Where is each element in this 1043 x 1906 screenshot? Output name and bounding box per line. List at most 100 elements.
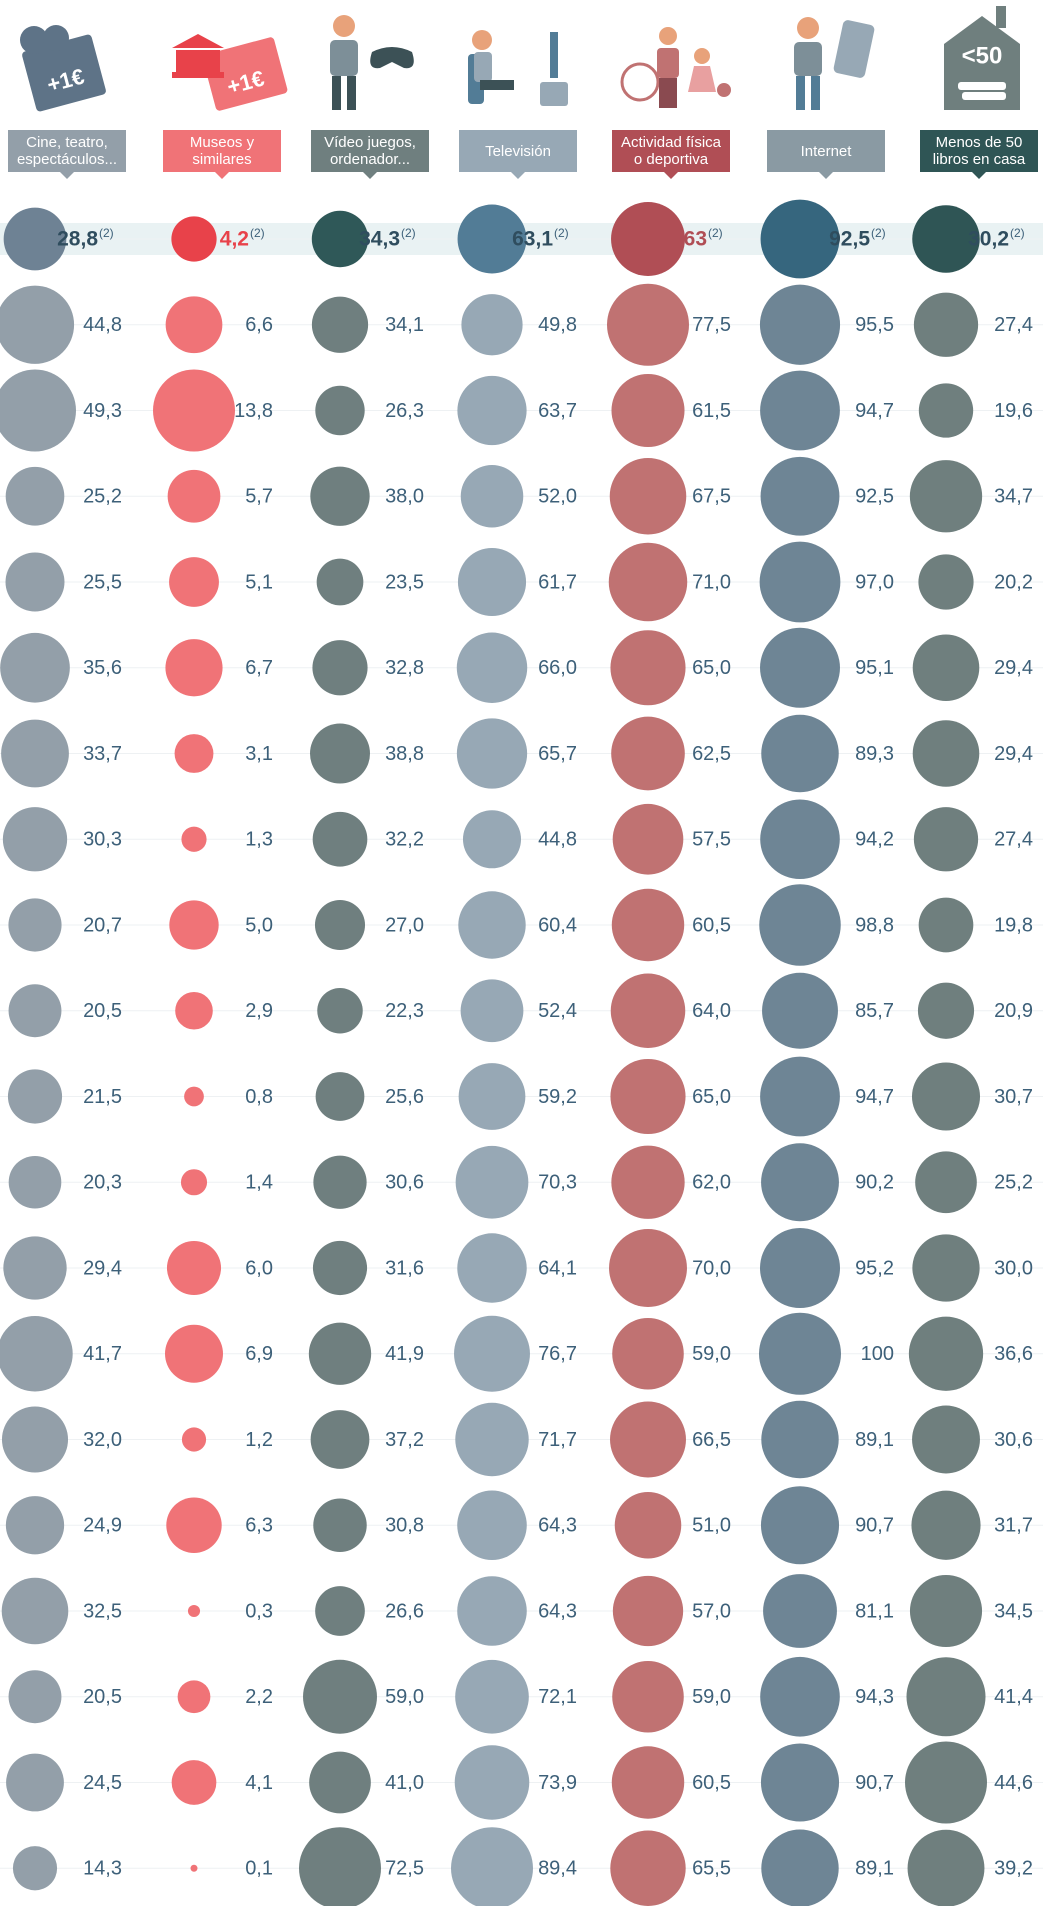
value-label: 95,1	[855, 657, 894, 679]
value-label: 36,6	[994, 1343, 1033, 1365]
bubble	[454, 1745, 530, 1820]
bubble	[5, 466, 65, 526]
bubble	[611, 716, 685, 791]
note-mark: (2)	[250, 226, 265, 240]
value-label: 6,0	[245, 1257, 273, 1279]
bubble	[312, 640, 368, 696]
bubble	[614, 1491, 682, 1559]
value-label: 1,2	[245, 1429, 273, 1451]
bubble	[761, 1829, 839, 1906]
icon-bike	[620, 62, 660, 102]
bubble	[457, 1576, 527, 1646]
value-label: 24,5	[83, 1772, 122, 1794]
icon-person	[811, 76, 820, 110]
bubble	[905, 1741, 987, 1824]
value-label: 1,4	[245, 1172, 273, 1194]
bubble	[610, 630, 686, 706]
value-label: 89,1	[855, 1858, 894, 1880]
bubble	[1, 719, 69, 788]
value-label: 71,0	[692, 571, 731, 593]
value-label: 63	[684, 228, 707, 251]
bubble	[303, 1659, 377, 1734]
bubble	[7, 1069, 63, 1124]
bubble	[2, 807, 68, 872]
bubble	[3, 207, 67, 271]
value-label: 85,7	[855, 1000, 894, 1022]
value-label: 72,5	[385, 1858, 424, 1880]
value-label: 38,0	[385, 486, 424, 508]
value-label: 32,0	[83, 1429, 122, 1451]
value-label: 25,5	[83, 571, 122, 593]
icon-person	[794, 42, 822, 76]
value-label: 60,5	[692, 1772, 731, 1794]
note-mark: (2)	[708, 226, 723, 240]
value-label: 98,8	[855, 914, 894, 936]
value-label: 90,7	[855, 1515, 894, 1537]
value-label: 39,2	[994, 1858, 1033, 1880]
value-label: 94,2	[855, 829, 894, 851]
bubble	[759, 1227, 841, 1309]
icon-tv	[540, 82, 568, 106]
value-label: 59,0	[692, 1343, 731, 1365]
value-label: 61,7	[538, 571, 577, 593]
icon-book	[958, 82, 1006, 90]
bubble	[8, 1155, 62, 1209]
bubble	[312, 1240, 368, 1296]
value-label: 65,0	[692, 657, 731, 679]
bubble	[762, 972, 838, 1049]
value-label: 73,9	[538, 1772, 577, 1794]
bubble	[610, 973, 686, 1049]
value-label: 29,4	[994, 743, 1033, 765]
bubble	[457, 375, 527, 446]
bubble	[310, 723, 370, 784]
icon-phone	[833, 20, 875, 78]
value-label: 66,0	[538, 657, 577, 679]
bubble	[309, 1751, 371, 1814]
bubble	[609, 457, 687, 535]
bubble	[612, 1660, 684, 1733]
bubble	[759, 1312, 841, 1395]
value-label: 71,7	[538, 1429, 577, 1451]
value-label: 41,9	[385, 1343, 424, 1365]
value-label: 70,3	[538, 1172, 577, 1194]
note-mark: (2)	[99, 226, 114, 240]
bubble	[1, 1577, 69, 1645]
bubble	[760, 799, 840, 880]
bubble	[1, 1406, 69, 1473]
bubble	[8, 1670, 62, 1724]
icon-gamepad	[370, 47, 414, 69]
bubble	[6, 1753, 64, 1812]
bubble	[456, 632, 528, 703]
bubble	[912, 634, 980, 702]
icon-text: <50	[962, 42, 1003, 69]
value-label: 67,5	[692, 486, 731, 508]
bubble	[460, 464, 524, 528]
value-label: 25,2	[994, 1172, 1033, 1194]
value-label: 2,2	[245, 1686, 273, 1708]
bubble	[918, 554, 974, 610]
value-label: 41,4	[994, 1686, 1033, 1708]
note-mark: (2)	[1010, 226, 1025, 240]
value-label: 30,3	[83, 829, 122, 851]
value-label: 0,8	[245, 1086, 273, 1108]
value-label: 27,4	[994, 829, 1033, 851]
icons: +1€ +1€	[20, 6, 1020, 112]
bubble	[456, 718, 528, 789]
value-label: 0,3	[245, 1600, 273, 1622]
bubble	[0, 632, 70, 703]
value-label: 92,5	[855, 486, 894, 508]
bubble	[906, 1657, 986, 1737]
value-label: 35,6	[83, 657, 122, 679]
value-label: 49,3	[83, 400, 122, 422]
bubble	[458, 891, 526, 959]
value-label: 65,0	[692, 1086, 731, 1108]
value-label: 52,4	[538, 1000, 577, 1022]
bubble	[457, 1490, 527, 1561]
value-label: 34,7	[994, 486, 1033, 508]
value-label: 6,3	[245, 1515, 273, 1537]
value-label: 38,8	[385, 743, 424, 765]
bubble	[612, 803, 684, 875]
bubble	[608, 542, 688, 622]
bubble	[180, 1169, 208, 1196]
value-label: 5,0	[245, 914, 273, 936]
